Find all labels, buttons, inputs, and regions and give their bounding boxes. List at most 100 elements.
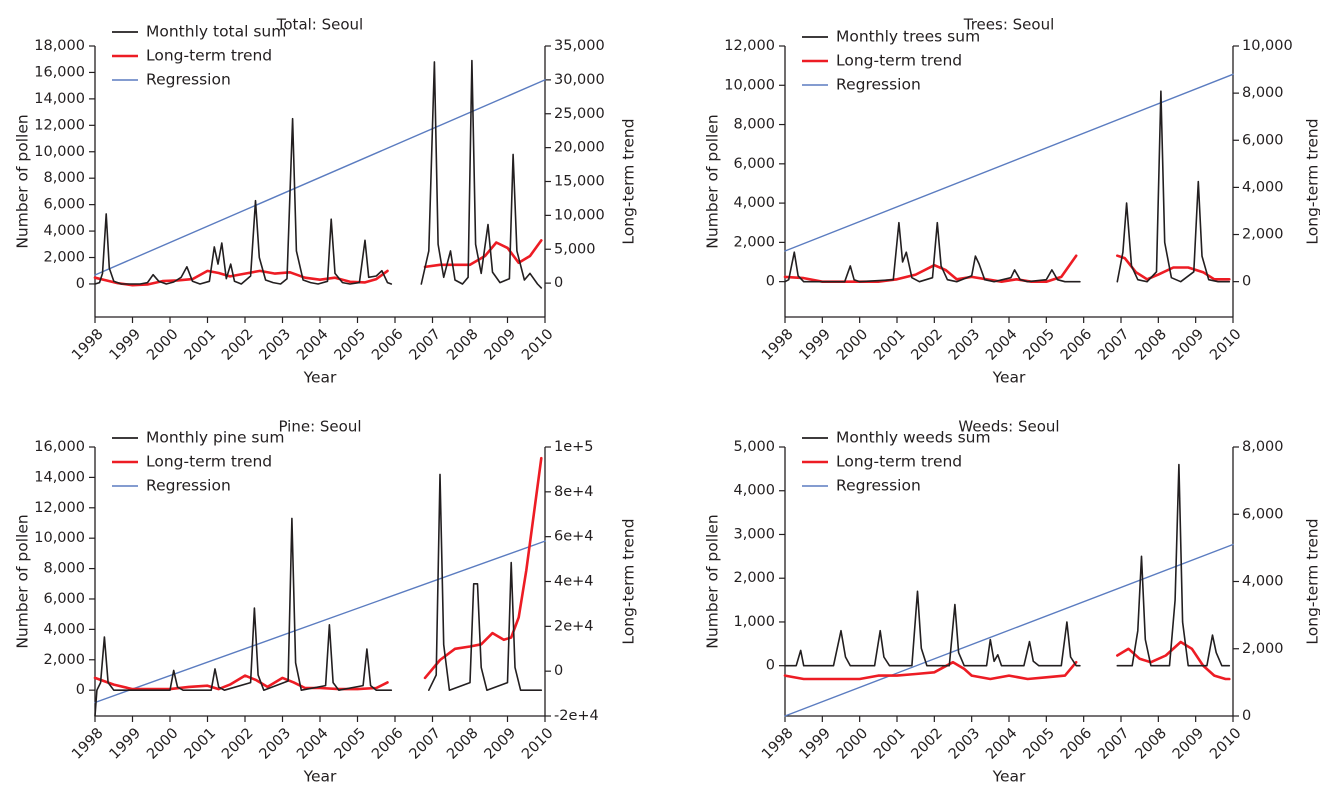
x-tick-label: 2007 xyxy=(1095,725,1132,762)
chart-panel: Pine: Seoul 0 2,000 4,000 6,000 8,000 10,000 12… xyxy=(14,418,638,786)
y-tick-label: 14,000 xyxy=(34,469,85,485)
x-tick-label: 2007 xyxy=(407,326,444,363)
x-tick-label: 2002 xyxy=(219,725,256,762)
x-tick-label: 1999 xyxy=(797,326,834,363)
y-tick-label: 0 xyxy=(766,274,775,290)
x-tick-label: 2001 xyxy=(871,326,908,363)
x-tick-label: 2000 xyxy=(834,725,871,762)
series-line-monthly xyxy=(94,117,393,285)
x-tick-label: 2009 xyxy=(1170,725,1207,762)
series-line-regression xyxy=(94,540,546,704)
y2-tick-label: 25,000 xyxy=(554,106,605,122)
legend: Monthly trees sum Long-term trend Regressi… xyxy=(802,28,980,94)
x-tick-label: 2010 xyxy=(519,725,556,762)
x-tick-label: 2006 xyxy=(1058,725,1095,762)
series-line-trend xyxy=(1116,640,1231,681)
legend-label: Regression xyxy=(146,477,231,495)
x-tick-label: 1998 xyxy=(69,326,106,363)
y2-tick-label: 4,000 xyxy=(1242,179,1284,195)
y-tick-label: 8,000 xyxy=(43,170,85,186)
y-tick-label: 6,000 xyxy=(733,156,775,172)
series-line-regression xyxy=(784,543,1234,717)
y-axis-title: Number of pollen xyxy=(14,114,32,248)
y-tick-label: 3,000 xyxy=(733,526,775,542)
y-axis-title: Number of pollen xyxy=(14,514,32,648)
x-tick-label: 2002 xyxy=(909,326,946,363)
x-tick-label: 2001 xyxy=(182,725,219,762)
x-tick-label: 2009 xyxy=(482,326,519,363)
series-line-monthly xyxy=(428,473,543,691)
legend-label: Regression xyxy=(836,477,921,495)
y2-tick-label: 8,000 xyxy=(1242,439,1284,455)
legend-label: Long-term trend xyxy=(146,47,272,65)
series-line-regression xyxy=(784,73,1234,252)
y2-tick-label: 8,000 xyxy=(1242,85,1284,101)
y2-tick-label: 0 xyxy=(554,663,563,679)
legend-label: Long-term trend xyxy=(146,453,272,471)
x-tick-label: 2003 xyxy=(946,725,983,762)
y-tick-label: 14,000 xyxy=(34,91,85,107)
legend-label: Monthly weeds sum xyxy=(836,429,991,447)
y2-tick-label: 30,000 xyxy=(554,72,605,88)
chart-title: Total: Seoul xyxy=(276,16,363,34)
x-tick-label: 2003 xyxy=(946,326,983,363)
y2-tick-label: 0 xyxy=(1242,274,1251,290)
series-line-regression xyxy=(94,79,546,276)
legend-label: Long-term trend xyxy=(836,453,962,471)
legend-label: Regression xyxy=(836,76,921,94)
legend-label: Monthly pine sum xyxy=(146,429,284,447)
y2-tick-label: 1e+5 xyxy=(554,439,594,455)
y2-tick-label: 2,000 xyxy=(1242,641,1284,657)
legend: Monthly pine sum Long-term trend Regressio… xyxy=(112,429,284,495)
y2-tick-label: 2,000 xyxy=(1242,227,1284,243)
y-tick-label: 10,000 xyxy=(724,77,775,93)
y2-tick-label: 35,000 xyxy=(554,38,605,54)
y-tick-label: 8,000 xyxy=(43,561,85,577)
x-axis-title: Year xyxy=(992,768,1026,786)
x-tick-label: 2002 xyxy=(909,725,946,762)
y-tick-label: 0 xyxy=(76,276,85,292)
x-axis-title: Year xyxy=(303,369,337,387)
series-line-monthly xyxy=(1116,90,1231,283)
x-tick-label: 2006 xyxy=(369,326,406,363)
y-tick-label: 12,000 xyxy=(34,500,85,516)
y-tick-label: 12,000 xyxy=(724,38,775,54)
x-tick-label: 2004 xyxy=(983,326,1020,363)
x-tick-label: 2003 xyxy=(257,326,294,363)
series-line-trend xyxy=(423,456,543,680)
y-tick-label: 16,000 xyxy=(34,439,85,455)
x-tick-label: 1999 xyxy=(107,725,144,762)
x-tick-label: 2005 xyxy=(332,725,369,762)
x-tick-label: 2008 xyxy=(444,326,481,363)
chart-title: Trees: Seoul xyxy=(963,16,1055,34)
x-tick-label: 2006 xyxy=(369,725,406,762)
x-tick-label: 2002 xyxy=(219,326,256,363)
x-tick-label: 2004 xyxy=(294,326,331,363)
y2-axis-title: Long-term trend xyxy=(1304,518,1320,644)
x-tick-label: 1999 xyxy=(107,326,144,363)
legend-label: Monthly trees sum xyxy=(836,28,980,46)
y2-tick-label: 6e+4 xyxy=(554,529,594,545)
series-line-trend xyxy=(1116,254,1231,281)
x-tick-label: 2001 xyxy=(871,725,908,762)
y-tick-label: 6,000 xyxy=(43,197,85,213)
legend: Monthly total sum Long-term trend Regressi… xyxy=(112,23,286,89)
y2-axis-title: Long-term trend xyxy=(620,118,638,244)
chart-panel: Total: Seoul 0 2,000 4,000 6,000 8,000 10,000 1… xyxy=(14,16,638,387)
y-axis-title: Number of pollen xyxy=(704,114,722,248)
chart-title: Weeds: Seoul xyxy=(958,418,1059,436)
y2-tick-label: 0 xyxy=(554,275,563,291)
y2-axis-title: Long-term trend xyxy=(1304,118,1320,244)
series-line-monthly xyxy=(784,590,1081,667)
x-tick-label: 2000 xyxy=(144,326,181,363)
y-tick-label: 12,000 xyxy=(34,117,85,133)
y2-tick-label: 10,000 xyxy=(554,207,605,223)
x-tick-label: 1998 xyxy=(759,326,796,363)
y2-tick-label: 2e+4 xyxy=(554,618,594,634)
x-tick-label: 2008 xyxy=(1133,326,1170,363)
series-line-monthly xyxy=(420,59,543,289)
y-tick-label: 2,000 xyxy=(43,652,85,668)
x-tick-label: 2008 xyxy=(444,725,481,762)
y-tick-label: 18,000 xyxy=(34,38,85,54)
y2-tick-label: -2e+4 xyxy=(554,708,599,724)
